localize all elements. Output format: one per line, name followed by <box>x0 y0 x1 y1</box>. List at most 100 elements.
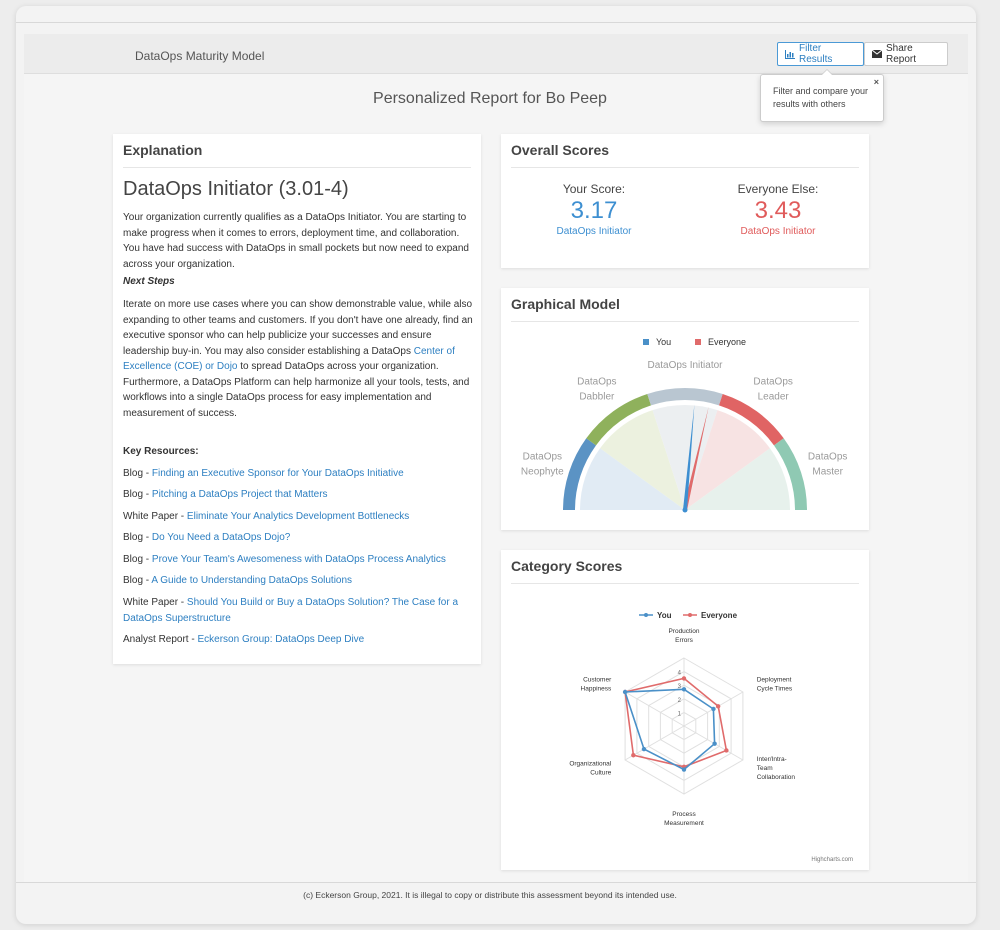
resource-type: Blog - <box>123 468 152 479</box>
radar-point <box>681 687 687 692</box>
gauge-band <box>773 438 807 510</box>
resource-link[interactable]: Eckerson Group: DataOps Deep Dive <box>197 634 365 645</box>
gauge-sector <box>652 405 718 510</box>
next-steps-label: Next Steps <box>123 276 175 287</box>
legend-label: Everyone <box>708 337 746 347</box>
gauge-segment-label: Neophyte <box>521 467 564 478</box>
gauge-sector <box>580 448 685 510</box>
resource-link[interactable]: Eliminate Your Analytics Development Bot… <box>186 511 410 522</box>
resource-link[interactable]: Pitching a DataOps Project that Matters <box>151 489 328 500</box>
radar-point <box>724 748 729 753</box>
explanation-heading: Explanation <box>123 142 471 168</box>
share-report-button[interactable]: Share Report <box>864 42 948 66</box>
explanation-card: Explanation DataOps Initiator (3.01-4) Y… <box>113 134 481 664</box>
radar-category-label: Cycle Times <box>757 686 793 693</box>
gauge-sector <box>685 410 770 510</box>
gauge-segment-label: DataOps Initiator <box>647 360 723 371</box>
resource-item: Blog - Finding an Executive Sponsor for … <box>123 466 479 482</box>
envelope-icon <box>872 50 882 58</box>
radar-category-label: Inter/Intra- <box>757 756 787 763</box>
your-score-value: 3.17 <box>570 197 618 224</box>
gauge-segment-label: Master <box>812 467 843 478</box>
next-steps-text-b: to spread DataOps across your organizati… <box>123 361 470 419</box>
gauge-band <box>586 393 652 446</box>
divider <box>16 22 976 23</box>
needle-everyone <box>683 406 709 511</box>
needle-pivot <box>682 507 688 513</box>
radar-spoke <box>624 691 685 727</box>
radar-point <box>715 704 721 709</box>
gauge-segment-label: DataOps <box>523 452 562 463</box>
radar-point <box>681 676 687 681</box>
next-steps-text: Iterate on more use cases where you can … <box>123 297 479 421</box>
radar-point <box>622 689 628 695</box>
chart-credit: Highcharts.com <box>811 857 853 863</box>
gauge-band <box>718 393 784 446</box>
gauge-band <box>647 388 723 406</box>
overall-scores-card: Overall Scores Your Score: 3.17 DataOps … <box>501 134 869 268</box>
share-report-label: Share Report <box>886 43 917 65</box>
gauge-sector <box>685 448 790 510</box>
radar-point <box>681 767 687 772</box>
legend-label: You <box>656 337 671 347</box>
filter-results-button[interactable]: Filter Results <box>777 42 864 66</box>
resource-type: White Paper - <box>123 597 187 608</box>
radar-category-label: Organizational <box>569 761 611 768</box>
radar-category-label: Collaboration <box>757 774 796 781</box>
gauge-segment-label: DataOps <box>808 452 847 463</box>
resource-item: Blog - Prove Your Team's Awesomeness wit… <box>123 552 479 568</box>
resource-type: White Paper - <box>123 511 187 522</box>
radar-tick-label: 1 <box>678 711 682 717</box>
coe-link[interactable]: Center of Excellence (COE) or Dojo <box>123 345 455 373</box>
radar-chart: You Everyone 1 2 3 4 Production Errors Deploymen… <box>569 611 853 863</box>
resource-link[interactable]: Do You Need a DataOps Dojo? <box>151 532 291 543</box>
legend-marker <box>688 613 692 617</box>
divider <box>16 882 976 883</box>
gauge-chart: You Everyone DataOps Neophyte DataOps Dabbler… <box>521 337 847 513</box>
resource-link[interactable]: Prove Your Team's Awesomeness with DataO… <box>151 554 446 565</box>
app-window: DataOps Maturity Model Filter Results Sh… <box>16 6 976 924</box>
radar-category-label: Process <box>672 811 696 818</box>
radar-category-label: Errors <box>675 637 693 644</box>
radar-category-label: Measurement <box>664 820 704 827</box>
overall-scores-heading: Overall Scores <box>511 142 859 168</box>
your-score: Your Score: 3.17 DataOps Initiator <box>519 182 669 237</box>
your-score-label: Your Score: <box>562 182 626 196</box>
resource-type: Blog - <box>123 575 152 586</box>
radar-series-you <box>624 688 716 771</box>
app-brand[interactable]: DataOps Maturity Model <box>135 49 265 63</box>
legend-label: Everyone <box>701 611 738 620</box>
resource-link[interactable]: A Guide to Understanding DataOps Solutio… <box>151 575 353 586</box>
key-resources-label: Key Resources: <box>123 446 199 457</box>
resource-link[interactable]: Finding an Executive Sponsor for Your Da… <box>151 468 404 479</box>
resource-item: Blog - Do You Need a DataOps Dojo? <box>123 530 479 546</box>
level-description: Your organization currently qualifies as… <box>123 212 469 270</box>
resource-type: Blog - <box>123 532 152 543</box>
resource-type: Blog - <box>123 489 152 500</box>
gauge-segment-label: Dabbler <box>579 392 615 403</box>
needle-you <box>683 404 695 511</box>
bar-chart-icon <box>785 49 795 59</box>
level-title: DataOps Initiator (3.01-4) <box>123 178 349 200</box>
next-steps-text-a: Iterate on more use cases where you can … <box>123 299 473 357</box>
radar-point <box>631 753 636 758</box>
gauge-segment-label: Leader <box>758 392 790 403</box>
gauge-segment-label: DataOps <box>577 377 616 388</box>
close-icon[interactable]: × <box>873 77 879 87</box>
footer-text: (c) Eckerson Group, 2021. It is illegal … <box>303 890 677 900</box>
radar-category-label: Deployment <box>757 677 792 684</box>
category-scores-heading: Category Scores <box>511 558 859 584</box>
radar-category-label: Culture <box>590 770 611 777</box>
radar-point <box>712 741 717 746</box>
radar-category-label: Team <box>757 765 773 772</box>
radar-tick-label: 2 <box>678 698 682 704</box>
resource-item: White Paper - Eliminate Your Analytics D… <box>123 509 479 525</box>
resource-item: Analyst Report - Eckerson Group: DataOps… <box>123 632 479 648</box>
legend-swatch <box>643 339 649 345</box>
resource-link[interactable]: Should You Build or Buy a DataOps Soluti… <box>123 597 459 624</box>
filter-tooltip-text: Filter and compare your results with oth… <box>773 86 869 109</box>
radar-point <box>641 746 647 752</box>
gauge-sector <box>600 410 685 510</box>
radar-point <box>711 706 716 712</box>
your-score-level: DataOps Initiator <box>556 226 632 237</box>
